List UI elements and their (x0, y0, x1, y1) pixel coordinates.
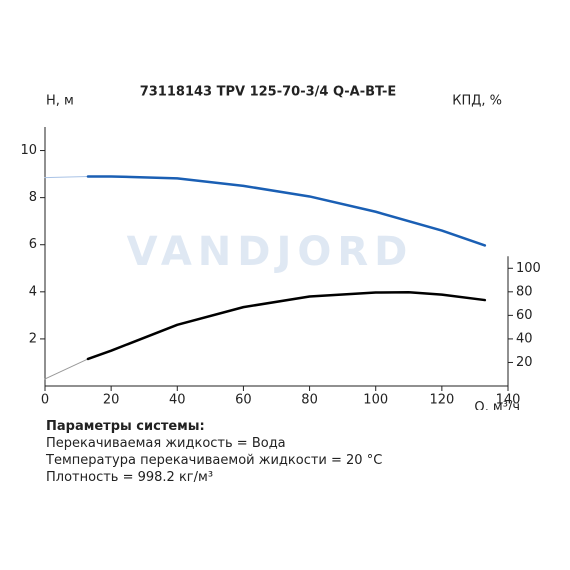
curve (44, 175, 89, 179)
watermark: VANDJORD (127, 229, 414, 275)
x-tick-label: 140 (496, 393, 521, 408)
y-tick-label: 10 (20, 143, 37, 158)
chart: 73118143 TPV 125-70-3/4 Q-A-BT-E H, м КП… (20, 85, 541, 411)
x-tick-label: 120 (429, 393, 454, 408)
y-axis-label: H, м (46, 94, 74, 109)
param-line: Плотность = 998.2 кг/м³ (46, 470, 214, 485)
y-tick-label: 4 (29, 284, 37, 299)
param-line: Температура перекачиваемой жидкости = 20… (46, 453, 383, 468)
x-tick-label: 100 (363, 393, 388, 408)
y-tick-label: 2 (29, 331, 37, 346)
y2-tick-label: 60 (516, 308, 533, 323)
chart-title: 73118143 TPV 125-70-3/4 Q-A-BT-E (140, 85, 397, 100)
x-tick-label: 80 (301, 393, 318, 408)
params-title: Параметры системы: (46, 419, 205, 434)
y2-axis-label: КПД, % (452, 94, 502, 109)
y2-tick-label: 40 (516, 331, 533, 346)
y2-tick-label: 100 (516, 261, 541, 276)
param-line: Перекачиваемая жидкость = Вода (46, 436, 286, 451)
curve (86, 291, 487, 361)
y-tick-label: 8 (29, 190, 37, 205)
x-tick-label: 20 (103, 393, 120, 408)
x-axis-label: Q, м³/ч (474, 400, 520, 410)
x-tick-label: 60 (235, 393, 252, 408)
y2-tick-label: 80 (516, 284, 533, 299)
system-params: Параметры системы: Перекачиваемая жидкос… (46, 418, 382, 486)
y2-tick-label: 20 (516, 355, 533, 370)
y-tick-label: 6 (29, 237, 37, 252)
x-tick-label: 40 (169, 393, 186, 408)
curve (44, 358, 89, 380)
x-tick-label: 0 (41, 393, 49, 408)
curve (86, 175, 487, 247)
